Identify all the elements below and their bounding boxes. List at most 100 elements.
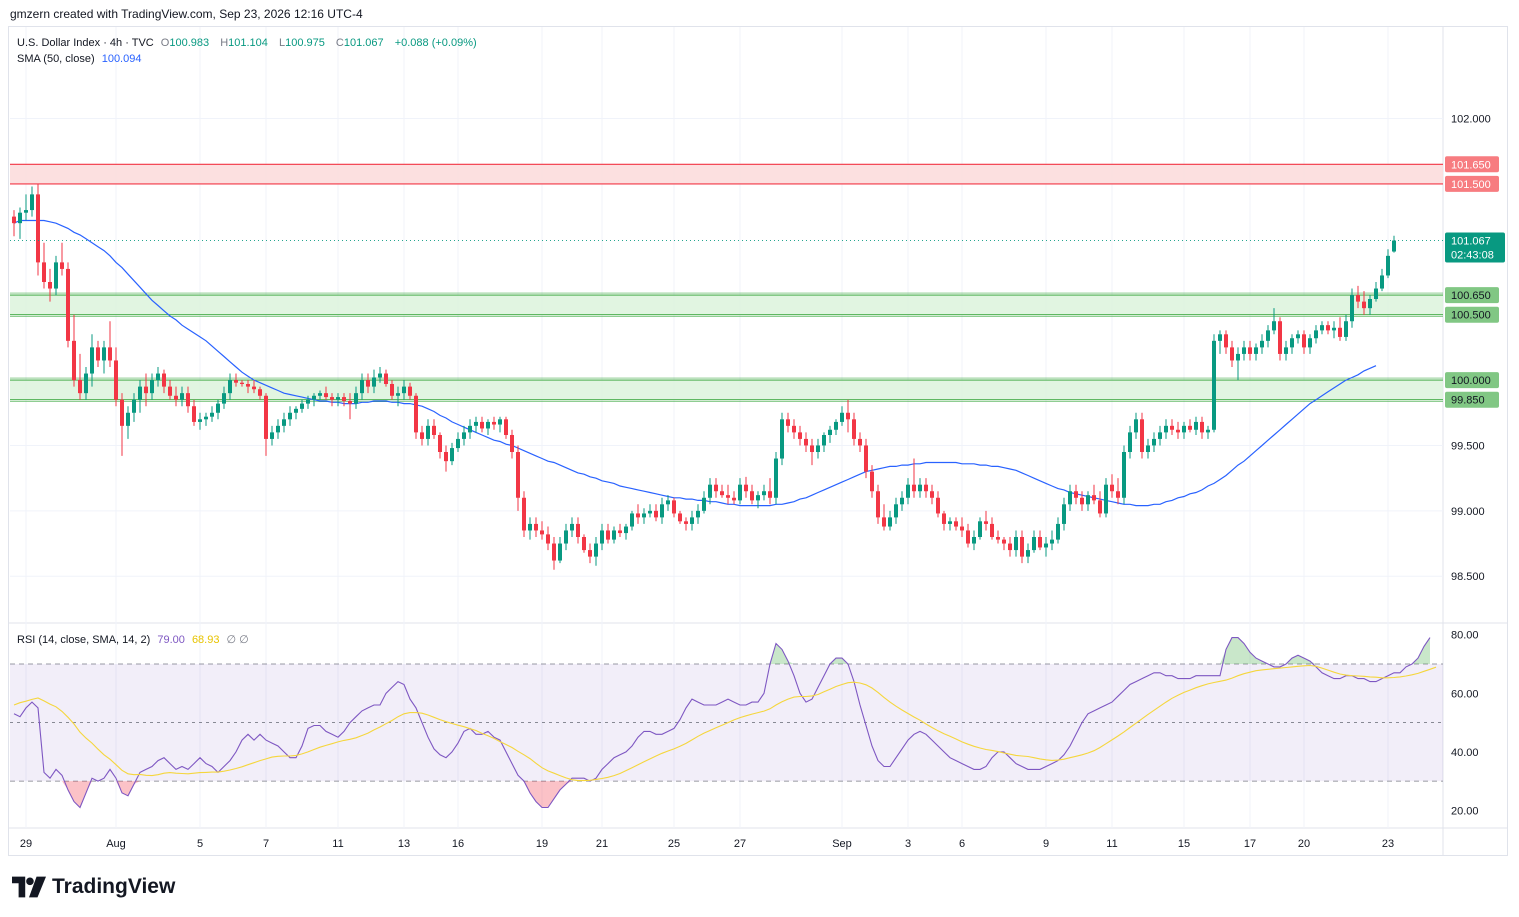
candle [972,530,976,551]
candle-body [984,521,988,524]
time-tick-label: 25 [668,838,680,850]
candle-body [1380,275,1384,289]
chart-frame [8,26,1508,856]
candle-body [324,393,328,398]
candle-body [1008,543,1012,551]
candle [270,425,274,446]
rsi-overbought-fill [1256,658,1262,664]
candle-body [84,373,88,394]
candle [1146,438,1150,459]
candle [204,412,208,426]
candle-body [72,340,76,381]
rsi-overbought-fill [1244,643,1250,664]
rsi-oversold-fill [80,781,86,808]
candle [240,380,244,387]
candle [246,380,250,394]
candle-body [444,452,448,462]
candle [1038,530,1042,551]
candle [444,445,448,472]
candle [834,419,838,435]
candle-body [1170,425,1174,430]
candle-body [804,438,808,446]
sma-label[interactable]: SMA (50, close) [17,53,95,65]
candle-body [258,389,262,396]
time-tick-label: 23 [1382,838,1394,850]
candle-body [330,397,334,400]
candle [600,523,604,551]
candle [360,373,364,400]
candle [648,504,652,518]
candle [1266,325,1270,348]
candle-body [870,471,874,492]
rsi-tick-label: 80.00 [1451,630,1479,642]
candle-body [966,530,970,544]
candle [1008,537,1012,557]
zone-price-label: 100.500 [1451,310,1491,322]
candle-body [12,216,16,224]
candle [1164,419,1168,439]
candle [408,382,412,400]
candle [396,386,400,407]
candle [1116,478,1120,505]
open-value-group: O100.983 [161,37,213,49]
candle [84,367,88,400]
candle-body [120,399,124,426]
candle-body [162,373,166,387]
candle-body [378,373,382,378]
candle-body [948,521,952,524]
candle [792,419,796,439]
candle-body [420,432,424,439]
footer-brand: TradingView [52,875,176,898]
candle [594,537,598,566]
candle [1392,235,1396,253]
candle-body [564,530,568,544]
candle [618,523,622,537]
candle [228,373,232,400]
candle-body [816,445,820,452]
high-value: 101.104 [228,37,268,49]
candle-body [1020,537,1024,557]
candle [552,537,556,570]
candle-body [1284,347,1288,354]
candle-body [348,401,352,404]
candle [1128,425,1132,459]
candle [1230,340,1234,367]
candle [678,510,682,524]
candle-body [684,521,688,524]
candle-body [1032,537,1036,551]
candle-body [168,386,172,396]
candle-body [36,194,40,263]
candle [522,491,526,537]
candle-body [828,429,832,435]
candle-body [1386,255,1390,276]
candle [780,412,784,466]
candle-body [1026,550,1030,557]
candle [498,416,502,433]
candle [822,432,826,452]
candle-body [372,377,376,387]
candle-body [732,497,736,501]
candle-body [264,395,268,439]
candle [1152,432,1156,452]
rsi-overbought-fill [1238,637,1244,664]
candle [492,416,496,430]
candle [828,425,832,443]
candle-body [1056,523,1060,540]
candle [1026,543,1030,564]
candle [1224,330,1228,354]
symbol-title[interactable]: U.S. Dollar Index · 4h · TVC [17,37,154,49]
candle-body [252,386,256,390]
rsi-label[interactable]: RSI (14, close, SMA, 14, 2) [17,634,151,646]
rsi-oversold-fill [530,781,536,802]
candle [858,432,862,452]
time-tick-label: 13 [398,838,410,850]
candle-body [66,268,70,341]
candle [54,255,58,296]
candle [546,526,550,551]
candle [180,386,184,407]
candle-body [990,523,994,537]
candle [456,432,460,452]
candle-body [1212,340,1216,430]
candle-body [1044,543,1048,548]
